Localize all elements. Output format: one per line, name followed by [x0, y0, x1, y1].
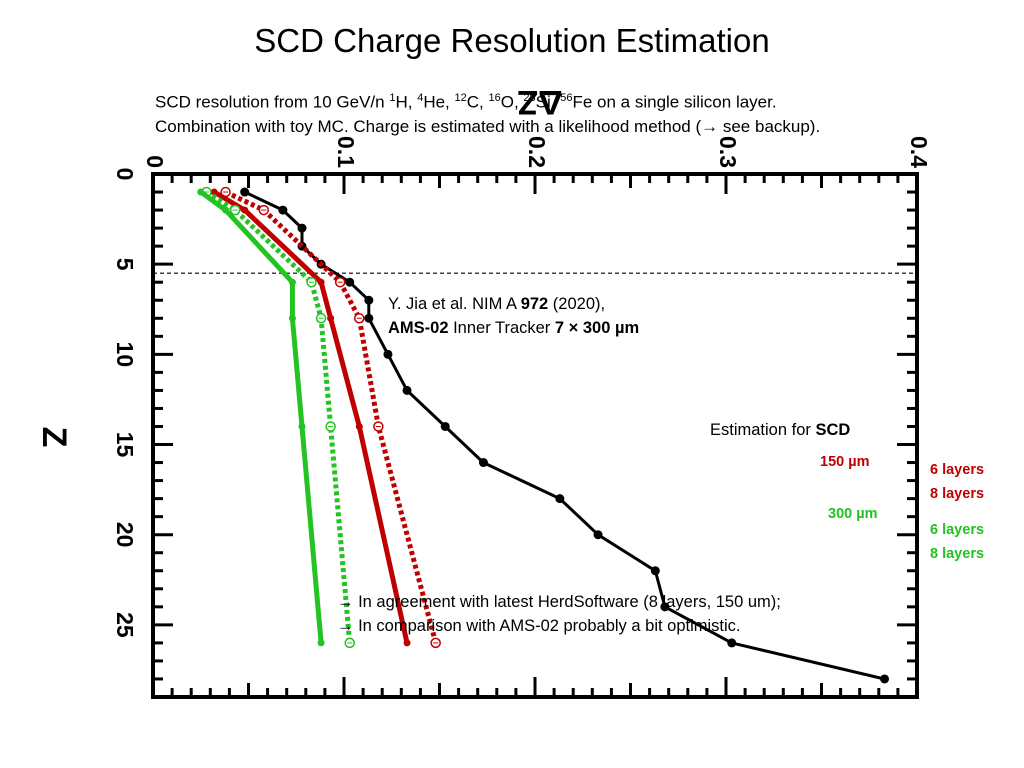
- reference-citation: Y. Jia et al. NIM A 972 (2020), AMS-02 I…: [388, 292, 639, 340]
- data-point: [240, 187, 250, 197]
- axis-tick-labels: 0 0.1 0.2 0.3 0.4 0 5 10 15 20 25: [112, 136, 932, 638]
- isotope-mass-number: 1: [389, 92, 396, 104]
- reference-detector: Inner Tracker: [448, 319, 555, 337]
- data-point: [278, 205, 288, 215]
- data-point: [298, 422, 306, 430]
- subtitle-text: C,: [466, 92, 489, 112]
- subtitle-text: Fe on a single silicon layer.: [572, 92, 777, 112]
- reference-line-2: AMS-02 Inner Tracker 7 × 300 µm: [388, 316, 639, 340]
- legend-300-8-layers: 8 layers: [930, 546, 985, 562]
- series-3: [201, 186, 355, 649]
- subtitle-line-2: Combination with toy MC. Charge is estim…: [155, 116, 821, 136]
- isotope-mass-number: 16: [488, 92, 501, 104]
- conclusion-line-2: → In comparison with AMS-02 probably a b…: [337, 617, 741, 635]
- data-point: [222, 206, 230, 214]
- reference-suffix: (2020),: [548, 295, 606, 313]
- data-point: [210, 188, 218, 196]
- data-point: [355, 422, 363, 430]
- subtitle-text: He,: [423, 92, 455, 112]
- x-tick-label: 0.4: [906, 136, 932, 168]
- conclusion-notes: → In agreement with latest HerdSoftware …: [337, 590, 781, 638]
- reference-line-1: Y. Jia et al. NIM A 972 (2020),: [388, 292, 639, 316]
- data-point: [880, 674, 890, 684]
- y-tick-label: 10: [112, 342, 138, 368]
- series-line: [224, 189, 439, 644]
- estimation-target: SCD: [815, 421, 851, 439]
- legend-300-6-layers: 6 layers: [930, 522, 985, 538]
- series-line: [205, 189, 353, 644]
- reference-volume: 972: [520, 295, 549, 313]
- x-tick-label: 0.2: [524, 136, 550, 168]
- conclusion-line-1: → In agreement with latest HerdSoftware …: [337, 593, 781, 611]
- subtitle-text: SCD resolution from 10 GeV/n: [155, 92, 390, 112]
- data-point: [241, 206, 249, 214]
- data-series: [197, 186, 890, 684]
- reference-experiment: AMS-02: [388, 319, 449, 337]
- estimation-prefix: Estimation for: [710, 421, 816, 439]
- data-point: [660, 602, 670, 612]
- isotope-mass-number: 12: [454, 92, 467, 104]
- subtitle-line-1: SCD resolution from 10 GeV/n 1H, 4He, 12…: [155, 86, 820, 115]
- data-point: [317, 278, 325, 286]
- data-point: [288, 314, 296, 322]
- series-4: [197, 188, 325, 647]
- isotope-mass-number: 56: [560, 92, 573, 104]
- data-point: [440, 421, 450, 431]
- data-point: [403, 639, 411, 647]
- data-point: [364, 313, 374, 323]
- x-tick-label: 0: [142, 155, 168, 168]
- data-point: [727, 638, 737, 648]
- x-tick-label: 0.1: [333, 136, 359, 168]
- legend-group-300: 300 µm: [828, 506, 878, 522]
- legend-150-8-layers: 8 layers: [930, 486, 985, 502]
- series-line: [212, 189, 410, 644]
- series-2: [210, 188, 411, 647]
- subtitle-text: O,: [500, 92, 524, 112]
- reference-config: 7 × 300 µm: [554, 319, 640, 337]
- data-point: [364, 295, 374, 305]
- data-point: [478, 458, 488, 468]
- data-point: [297, 223, 307, 233]
- data-point: [402, 385, 412, 395]
- data-point: [383, 349, 393, 359]
- data-point: [345, 277, 355, 287]
- series-1: [220, 186, 441, 649]
- legend-group-150: 150 µm: [820, 454, 870, 470]
- subtitle-text: Si,: [535, 92, 561, 112]
- series-line: [199, 189, 324, 644]
- x-axis-title: ΔZ: [517, 83, 562, 121]
- data-point: [317, 639, 325, 647]
- y-tick-label: 15: [112, 432, 138, 458]
- estimation-label: Estimation for SCD: [710, 418, 850, 442]
- data-point: [650, 566, 660, 576]
- x-tick-label: 0.3: [715, 136, 741, 168]
- slide-title: SCD Charge Resolution Estimation: [254, 22, 770, 59]
- subtitle-text: H,: [395, 92, 418, 112]
- data-point: [327, 314, 335, 322]
- y-axis-title: Z: [35, 427, 73, 448]
- isotope-mass-number: 28: [523, 92, 536, 104]
- y-tick-label: 25: [112, 612, 138, 638]
- data-point: [288, 278, 296, 286]
- axis-titles: ΔZ Z: [35, 83, 563, 447]
- y-tick-label: 20: [112, 522, 138, 548]
- isotope-mass-number: 4: [417, 92, 424, 104]
- slide-subtitle: SCD resolution from 10 GeV/n 1H, 4He, 12…: [155, 86, 820, 139]
- reference-prefix: Y. Jia et al. NIM A: [388, 295, 521, 313]
- axis-ticks: [153, 174, 917, 697]
- y-tick-label: 0: [112, 168, 138, 181]
- data-point: [197, 188, 205, 196]
- y-tick-label: 5: [112, 258, 138, 271]
- data-point: [555, 494, 565, 504]
- legend-150-6-layers: 6 layers: [930, 462, 985, 478]
- data-point: [593, 530, 603, 540]
